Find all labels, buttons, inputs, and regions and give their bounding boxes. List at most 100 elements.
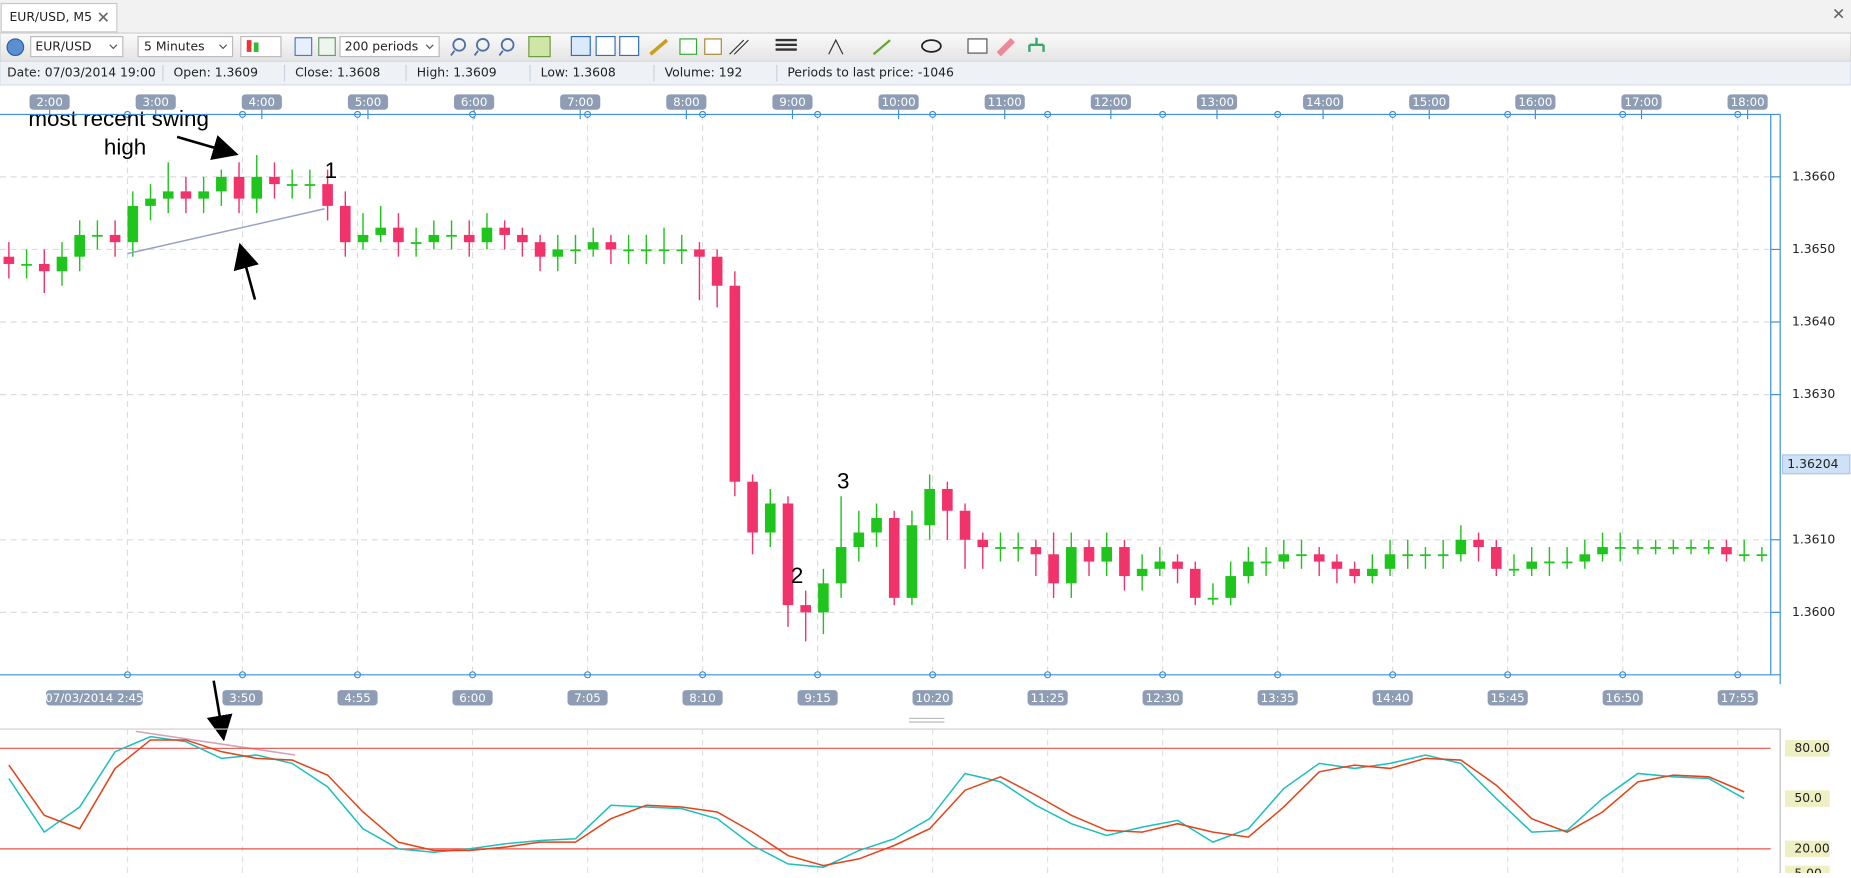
tab[interactable] — [0, 2, 118, 33]
time-label-box — [772, 94, 813, 110]
candle-body — [605, 242, 617, 250]
time-label: 16:50 — [1606, 691, 1640, 705]
candle-body — [375, 227, 387, 235]
candle-body — [1756, 554, 1768, 557]
tab-close[interactable] — [98, 12, 109, 22]
time-label: 9:15 — [804, 691, 831, 705]
time-label: 16:00 — [1518, 95, 1552, 109]
candle-body — [906, 525, 918, 598]
time-label: 6:00 — [459, 691, 486, 705]
candle-body — [1473, 539, 1484, 548]
time-label-box — [1257, 690, 1298, 706]
candle-body — [1349, 568, 1360, 577]
info-field: Periods to last price: -1046 — [787, 65, 954, 80]
candle-body — [1544, 561, 1555, 564]
time-label: 3:50 — [229, 691, 256, 705]
last-price-tag — [1781, 454, 1851, 475]
timeframe-select[interactable] — [137, 35, 234, 58]
time-label-box — [241, 94, 282, 110]
y-tick-label: 1.3640 — [1792, 314, 1835, 329]
time-label-box — [1196, 94, 1238, 110]
candle-body — [1296, 554, 1307, 557]
splitter[interactable] — [908, 717, 945, 723]
time-label: 12:30 — [1146, 691, 1180, 705]
time-label: 11:25 — [1031, 691, 1065, 705]
candle-body — [800, 605, 812, 613]
time-label: 15:00 — [1412, 95, 1446, 109]
candle-body — [1437, 554, 1449, 557]
candle-body — [1508, 568, 1520, 571]
time-label: 15:45 — [1491, 691, 1525, 705]
time-label: 8:10 — [689, 691, 716, 705]
candle-body — [534, 242, 546, 257]
info-field: Open: 1.3609 — [174, 65, 258, 80]
candle-body — [1243, 561, 1254, 577]
globe-icon[interactable] — [6, 38, 25, 57]
candle-body — [977, 539, 989, 548]
candle-body — [269, 176, 280, 185]
time-label: 17:55 — [1721, 691, 1755, 705]
tool-button[interactable] — [294, 37, 313, 57]
time-label: 14:40 — [1376, 691, 1410, 705]
candle-body — [641, 249, 652, 252]
y-tick-label: 1.3610 — [1792, 531, 1835, 546]
candle-body — [1721, 547, 1732, 555]
time-label-box — [1303, 94, 1344, 110]
candle-body — [410, 242, 422, 244]
candle-body — [1331, 561, 1343, 569]
time-label-box — [1027, 690, 1068, 706]
time-label-box — [1717, 690, 1758, 706]
time-label: 4:55 — [344, 691, 371, 705]
candle-body — [1260, 561, 1272, 564]
window-close[interactable] — [1833, 8, 1844, 19]
candle-body — [38, 263, 50, 272]
candle-body — [21, 263, 32, 266]
time-label-box — [1372, 690, 1413, 706]
symbol-select[interactable] — [30, 35, 124, 58]
info-field: Date: 07/03/2014 19:00 — [7, 65, 156, 80]
candle-body — [357, 234, 369, 243]
tab-bar — [0, 0, 1851, 34]
candle-body — [233, 176, 245, 199]
candle-body — [676, 249, 688, 252]
candle-body — [162, 191, 174, 199]
time-label-box — [347, 94, 389, 110]
candle-body — [1136, 568, 1148, 577]
tool-icons[interactable] — [528, 35, 1045, 58]
icon — [246, 40, 252, 52]
y-tick-label: 1.3660 — [1792, 168, 1835, 183]
time-label-box — [46, 690, 143, 706]
candle-body — [322, 184, 333, 206]
y-tick-label: 50.0 — [1794, 790, 1822, 805]
candle-body — [924, 488, 935, 526]
candle-body — [499, 227, 510, 235]
candle-body — [1154, 561, 1166, 569]
time-label: 3:00 — [142, 95, 169, 109]
y-tick-label: 1.3650 — [1792, 241, 1835, 256]
time-label-box — [666, 94, 707, 110]
candle-body — [92, 234, 103, 237]
zoom-tools[interactable] — [450, 38, 515, 56]
candle-body — [1189, 568, 1201, 598]
candle-body — [1402, 554, 1414, 557]
candle-body — [888, 518, 900, 598]
time-label: 8:00 — [673, 95, 700, 109]
candle-body — [1738, 554, 1750, 557]
time-label-box — [1142, 690, 1183, 706]
periods-select[interactable] — [339, 35, 440, 58]
time-label-box — [797, 690, 838, 706]
candle-body — [871, 518, 882, 533]
candle-body — [1420, 554, 1431, 557]
candle-body — [1065, 547, 1077, 584]
dropdown-arrow — [109, 44, 118, 50]
candle-body — [835, 547, 847, 584]
tool-button[interactable] — [318, 37, 336, 57]
candle-body — [729, 285, 741, 482]
candle-body — [1561, 561, 1573, 564]
candle-body — [658, 249, 670, 252]
time-label: 18:00 — [1731, 95, 1765, 109]
candle-body — [1614, 547, 1626, 549]
time-label-box — [1602, 690, 1643, 706]
y-tick-box — [1784, 740, 1830, 757]
candle-body — [1668, 547, 1679, 549]
